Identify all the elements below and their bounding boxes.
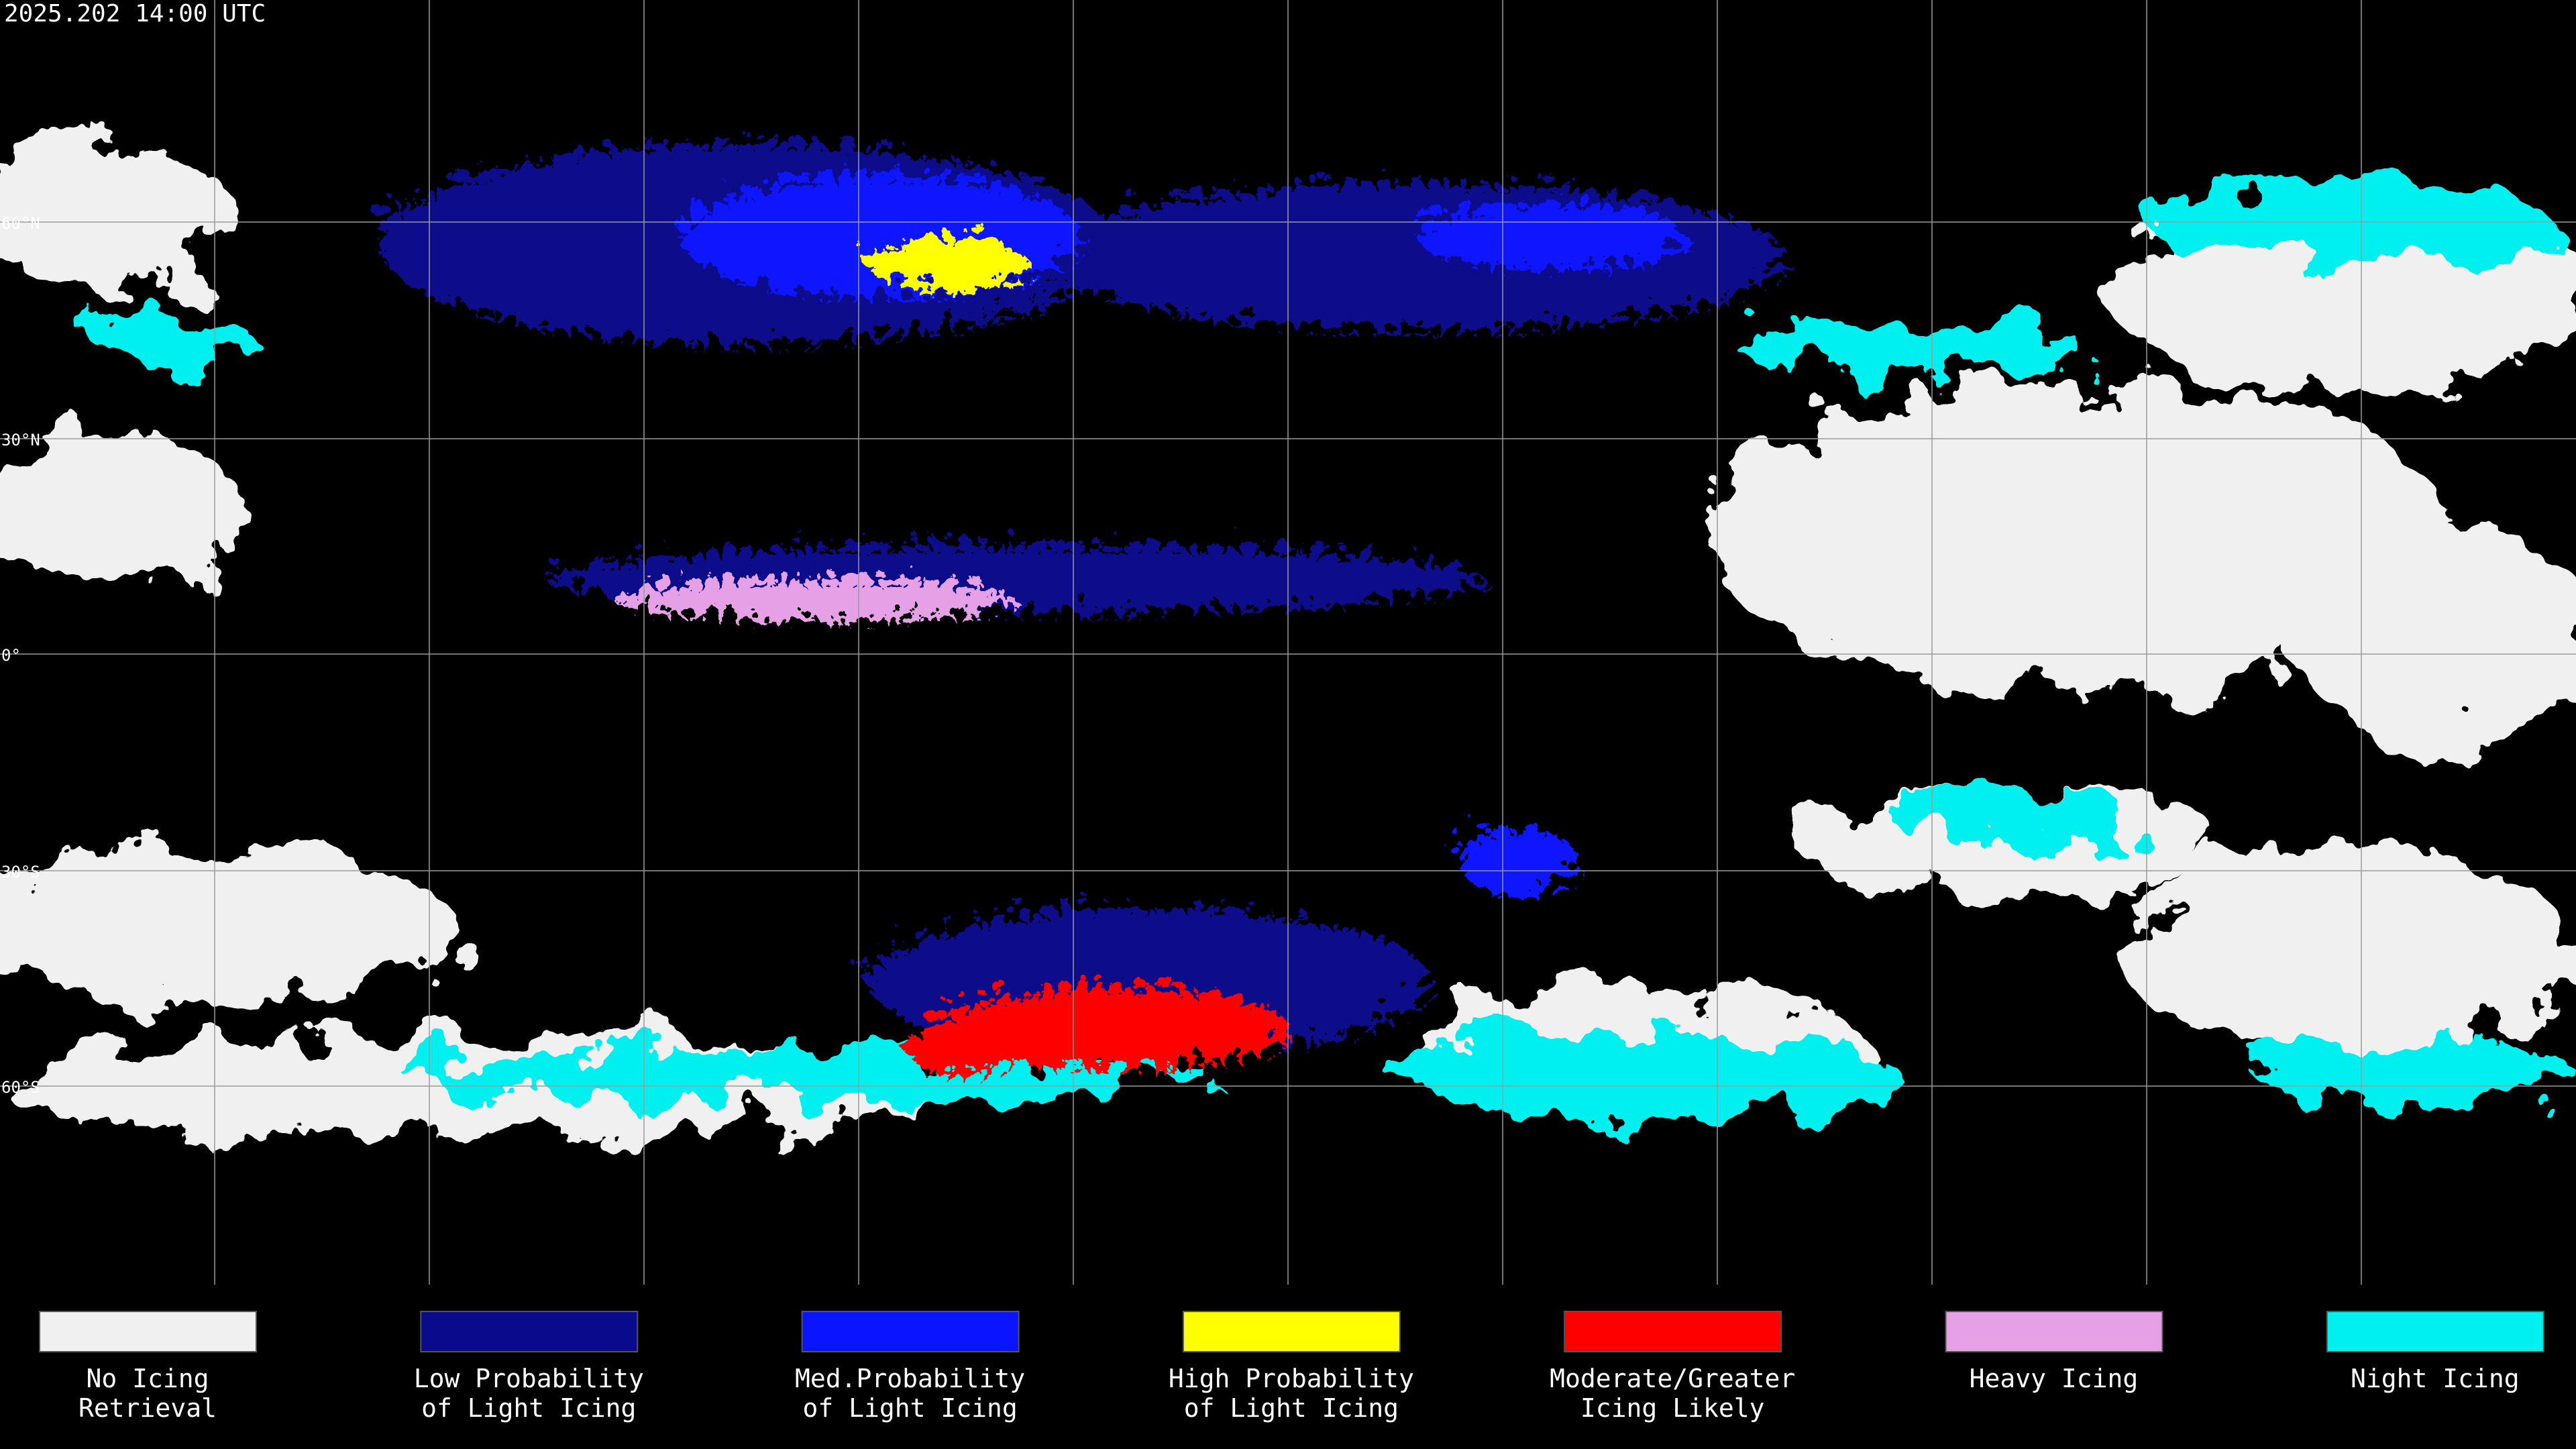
legend-swatch <box>2326 1311 2544 1352</box>
night-icing <box>87 181 2576 1120</box>
legend-label: Icing Likely <box>1580 1393 1765 1423</box>
legend-label: Retrieval <box>78 1393 217 1423</box>
icing-field <box>369 134 1778 1067</box>
legend-swatch <box>1564 1311 1782 1352</box>
legend-label: No Icing <box>86 1364 209 1393</box>
latitude-label: 30°S <box>1 863 40 881</box>
legend-label: Low Probability <box>414 1364 644 1393</box>
legend-label: Night Icing <box>2351 1364 2520 1393</box>
legend-label: Med.Probability <box>795 1364 1025 1393</box>
latitude-label: 0° <box>1 646 21 665</box>
timestamp: 2025.202 14:00 UTC <box>4 0 266 28</box>
legend-label: of Light Icing <box>1184 1393 1399 1423</box>
latitude-label: 60°S <box>1 1078 40 1097</box>
latitude-label: 60°N <box>1 214 40 233</box>
legend-swatch <box>801 1311 1020 1352</box>
latitude-label: 30°N <box>1 431 40 449</box>
latitude-labels: 60°N 30°N 0° 30°S 60°S <box>1 214 40 1097</box>
legend-swatch <box>1182 1311 1401 1352</box>
legend-label: High Probability <box>1169 1364 1414 1393</box>
legend-label: of Light Icing <box>802 1393 1017 1423</box>
legend-label: Heavy Icing <box>1970 1364 2139 1393</box>
legend-swatch <box>1945 1311 2163 1352</box>
legend-swatch <box>39 1311 257 1352</box>
legend-swatch <box>420 1311 639 1352</box>
graticule <box>0 0 2576 1285</box>
legend-label: Moderate/Greater <box>1550 1364 1795 1393</box>
legend-label: of Light Icing <box>421 1393 636 1423</box>
